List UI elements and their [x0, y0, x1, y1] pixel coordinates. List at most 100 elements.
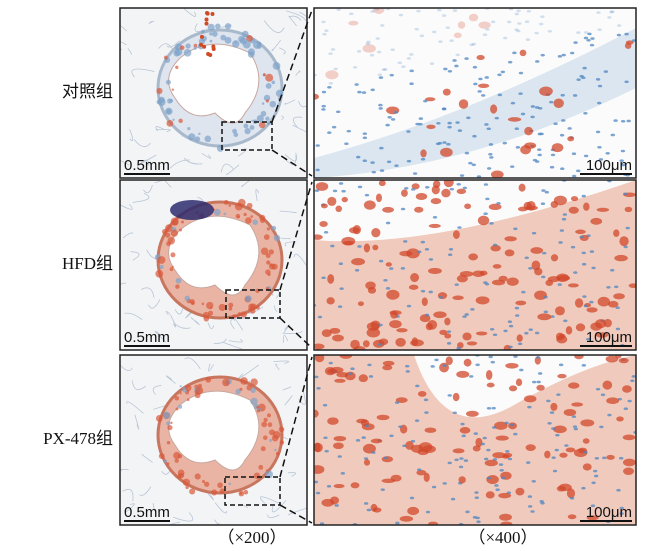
- cell: [463, 187, 467, 190]
- cell: [338, 305, 342, 308]
- cell: [459, 476, 466, 483]
- cell: [483, 33, 487, 36]
- cell: [481, 443, 485, 446]
- cell: [469, 43, 473, 46]
- stain: [158, 256, 166, 264]
- cell: [389, 320, 402, 328]
- cell: [339, 262, 343, 265]
- cell: [407, 305, 411, 308]
- stain: [159, 453, 165, 459]
- cell: [576, 78, 580, 81]
- cell: [589, 301, 593, 304]
- cell: [581, 76, 585, 79]
- cell: [568, 382, 579, 388]
- cell: [484, 183, 488, 186]
- cell: [576, 323, 585, 331]
- cell: [558, 241, 562, 244]
- cell: [478, 216, 489, 226]
- cell: [486, 449, 490, 452]
- cell: [401, 208, 405, 211]
- cell: [536, 385, 544, 391]
- cell: [363, 340, 370, 347]
- column-label: （×200）: [217, 528, 286, 547]
- cell: [391, 118, 395, 121]
- cell: [389, 267, 393, 270]
- cell: [444, 333, 451, 338]
- cell: [469, 375, 473, 378]
- cell: [509, 385, 517, 391]
- cell: [590, 37, 594, 40]
- cell: [363, 44, 376, 52]
- cell: [569, 207, 579, 214]
- cell: [489, 204, 502, 210]
- cell: [510, 165, 514, 168]
- row-label: PX-478组: [43, 429, 113, 448]
- cell: [541, 189, 545, 192]
- cell: [316, 182, 329, 191]
- cell: [386, 222, 390, 225]
- cell: [508, 320, 512, 323]
- cell: [508, 61, 512, 64]
- cell: [425, 314, 429, 317]
- stain: [210, 40, 213, 43]
- cell: [486, 370, 492, 380]
- cell: [545, 191, 549, 194]
- stain: [189, 488, 195, 494]
- cell: [332, 335, 344, 342]
- cell: [370, 161, 374, 164]
- cell: [516, 146, 520, 149]
- cell: [484, 458, 488, 461]
- cell: [476, 520, 480, 523]
- cell: [504, 422, 508, 425]
- cell: [548, 30, 552, 33]
- cell: [584, 31, 588, 34]
- cell: [524, 332, 528, 335]
- cell: [396, 328, 407, 332]
- cell: [385, 124, 389, 127]
- stain: [243, 41, 251, 49]
- cell: [486, 491, 495, 498]
- cell: [493, 333, 497, 336]
- cell: [491, 361, 495, 364]
- cell: [327, 274, 334, 284]
- cell: [617, 34, 621, 37]
- stain: [195, 136, 200, 141]
- cell: [470, 308, 474, 311]
- stain: [211, 489, 217, 495]
- cell: [513, 433, 517, 436]
- cell: [557, 486, 566, 492]
- cell: [372, 245, 378, 251]
- stain: [204, 482, 209, 487]
- cell: [372, 171, 376, 174]
- cell: [467, 341, 477, 345]
- cell: [550, 403, 557, 411]
- cell: [487, 127, 491, 130]
- cell: [348, 373, 352, 376]
- cell: [566, 447, 576, 452]
- cell: [460, 174, 464, 177]
- cell: [452, 59, 456, 62]
- dark-stain: [170, 200, 214, 220]
- cell: [389, 434, 393, 437]
- cell: [442, 364, 446, 367]
- stain: [178, 454, 182, 458]
- cell: [379, 107, 383, 110]
- stain: [222, 379, 230, 387]
- stain: [205, 22, 209, 26]
- figure: （×200） （×400） 对照组0.5mm100μmHFD组0.5mm100μ…: [0, 0, 645, 551]
- cell: [394, 111, 398, 114]
- cell: [456, 347, 460, 350]
- cell: [379, 147, 383, 150]
- cell: [402, 444, 406, 447]
- cell: [371, 228, 380, 237]
- cell: [379, 76, 383, 79]
- stain: [194, 47, 197, 50]
- stain: [265, 74, 273, 82]
- cell: [365, 424, 369, 427]
- cell: [405, 441, 414, 450]
- cell: [457, 226, 461, 229]
- cell: [613, 293, 625, 299]
- stain: [172, 119, 174, 121]
- cell: [512, 52, 516, 55]
- cell: [384, 457, 388, 460]
